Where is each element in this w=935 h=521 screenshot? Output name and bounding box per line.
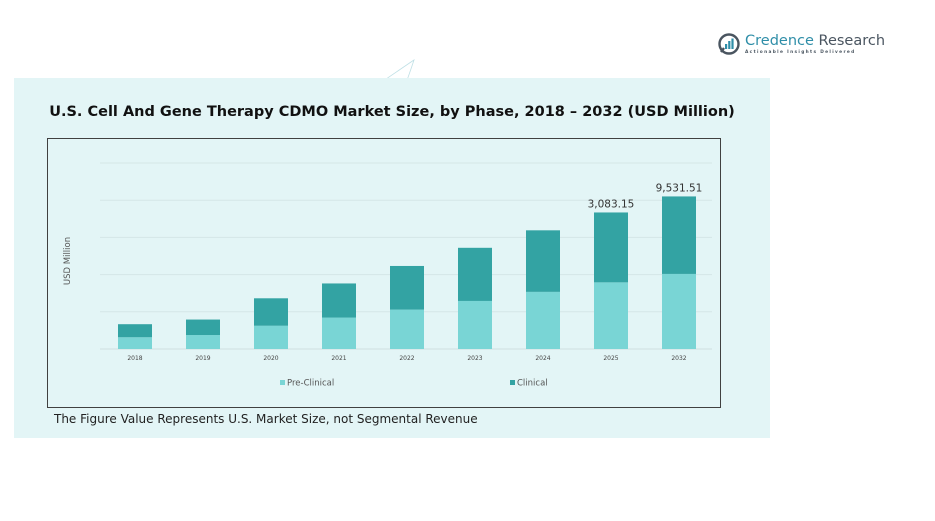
bar-pre-clinical-2025 xyxy=(594,282,628,349)
bar-clinical-2021 xyxy=(322,283,356,318)
stacked-bar-chart: 2018 2019 2020 2021 2022 2023 2024 2025 3,083.15… xyxy=(63,162,712,389)
bar-clinical-2022 xyxy=(390,265,424,310)
x-tick-label: 2019 xyxy=(195,355,210,362)
brand-name: Credence Research xyxy=(745,32,886,49)
data-label-total-2025: 3,083.15 xyxy=(588,198,635,210)
bar-pre-clinical-2024 xyxy=(526,291,560,349)
legend-label: Clinical xyxy=(517,379,548,389)
x-tick-label: 2025 xyxy=(603,355,618,362)
bar-pre-clinical-2019 xyxy=(186,335,220,349)
bar-clinical-2018 xyxy=(118,324,152,338)
footnote: The Figure Value Represents U.S. Market … xyxy=(54,412,478,426)
x-tick-label: 2023 xyxy=(467,355,482,362)
bar-clinical-2019 xyxy=(186,319,220,336)
chart-panel: U.S. Cell And Gene Therapy CDMO Market S… xyxy=(14,78,770,438)
bar-pre-clinical-2032 xyxy=(662,273,696,349)
data-label-total-2032: 9,531.51 xyxy=(656,182,703,194)
legend-label: Pre-Clinical xyxy=(287,379,334,389)
brand-name-part1: Credence xyxy=(745,32,814,49)
bar-pre-clinical-2020 xyxy=(254,325,288,349)
y-axis-label: USD Million xyxy=(63,237,73,285)
logo-chart-bubble-icon xyxy=(718,33,740,55)
x-tick-label: 2018 xyxy=(127,355,142,362)
x-tick-label: 2020 xyxy=(263,355,278,362)
bar-pre-clinical-2021 xyxy=(322,317,356,349)
bar-clinical-2023 xyxy=(458,247,492,301)
bar-pre-clinical-2023 xyxy=(458,300,492,349)
x-tick-label: 2022 xyxy=(399,355,414,362)
x-tick-label: 2024 xyxy=(535,355,550,362)
bar-clinical-2020 xyxy=(254,298,288,326)
x-tick-label: 2032 xyxy=(671,355,686,362)
chart-title: U.S. Cell And Gene Therapy CDMO Market S… xyxy=(49,104,735,120)
bar-pre-clinical-2022 xyxy=(390,309,424,349)
bar-clinical-2032 xyxy=(662,196,696,274)
brand-name-part2: Research xyxy=(813,32,886,49)
brand-tagline: Actionable Insights Delivered xyxy=(745,49,856,55)
bar-pre-clinical-2018 xyxy=(118,337,152,349)
bar-clinical-2024 xyxy=(526,230,560,292)
legend-swatch xyxy=(280,380,285,385)
legend-swatch xyxy=(510,380,515,385)
bar-clinical-2025 xyxy=(594,212,628,283)
legend-item-pre-clinical: Pre-Clinical xyxy=(280,379,334,389)
chart-frame: 2018 2019 2020 2021 2022 2023 2024 2025 3,083.15… xyxy=(47,138,721,408)
x-tick-label: 2021 xyxy=(331,355,346,362)
legend-item-clinical: Clinical xyxy=(510,379,548,389)
brand-logo: Credence Research Actionable Insights De… xyxy=(718,33,885,55)
